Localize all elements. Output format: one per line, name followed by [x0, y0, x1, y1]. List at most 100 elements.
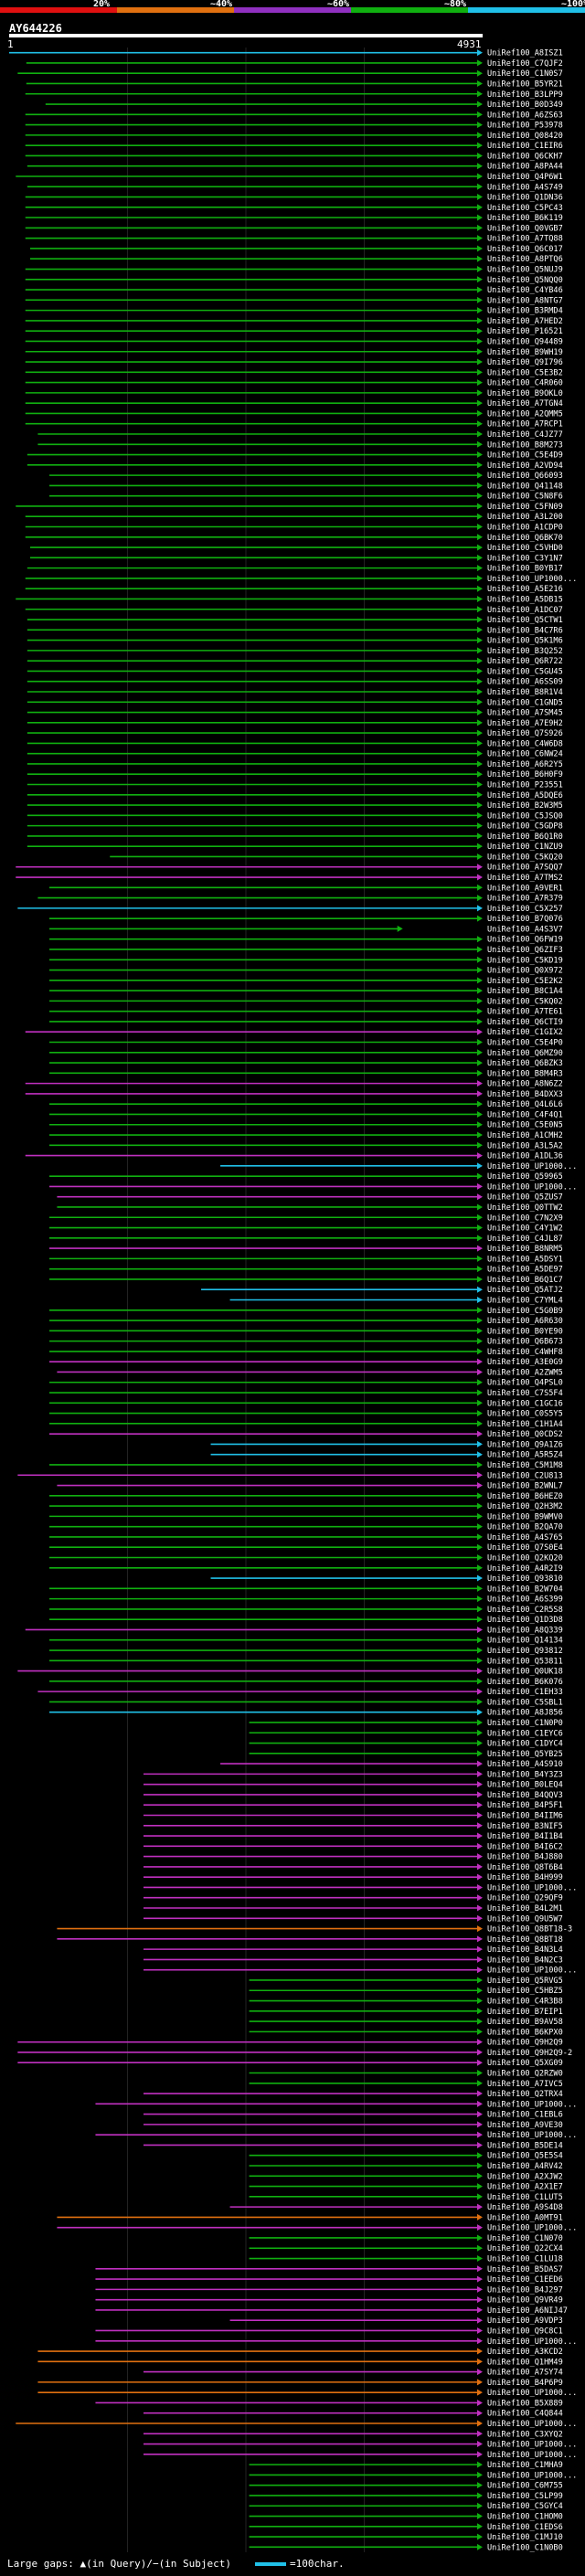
hit-label[interactable]: UniRef100_C5M1M8 [487, 1461, 563, 1470]
alignment-row[interactable]: UniRef100_A4S765 [49, 1533, 563, 1542]
hit-label[interactable]: UniRef100_C5HBZ5 [487, 1987, 563, 1996]
hit-label[interactable]: UniRef100_C1LUT5 [487, 2193, 563, 2202]
hit-label[interactable]: UniRef100_B2W704 [487, 1585, 563, 1594]
hit-label[interactable]: UniRef100_C4W6D8 [487, 739, 563, 748]
alignment-row[interactable]: UniRef100_Q59965 [49, 1172, 563, 1182]
alignment-row[interactable]: UniRef100_A8Q339 [25, 1626, 563, 1635]
hit-label[interactable]: UniRef100_B0YE90 [487, 1327, 563, 1336]
hit-label[interactable]: UniRef100_A4S3V7 [487, 925, 563, 934]
alignment-row[interactable]: UniRef100_A9VDP3 [229, 2316, 563, 2326]
alignment-row[interactable]: UniRef100_C5LP99 [249, 2492, 563, 2501]
alignment-row[interactable]: UniRef100_UP1000... [143, 2441, 577, 2450]
alignment-row[interactable]: UniRef100_C5FN09 [16, 503, 563, 512]
hit-label[interactable]: UniRef100_A3E0G9 [487, 1358, 563, 1367]
alignment-row[interactable]: UniRef100_C5G0B9 [49, 1307, 563, 1316]
alignment-row[interactable]: UniRef100_C5VHD0 [30, 544, 563, 553]
hit-label[interactable]: UniRef100_Q5NQQ0 [487, 276, 563, 285]
hit-label[interactable]: UniRef100_B5DAS7 [487, 2265, 563, 2274]
alignment-row[interactable]: UniRef100_C4R3B8 [249, 1998, 563, 2007]
alignment-row[interactable]: UniRef100_UP1000... [49, 1182, 577, 1192]
alignment-row[interactable]: UniRef100_C6NW24 [27, 750, 563, 759]
hit-label[interactable]: UniRef100_UP1000... [487, 2451, 577, 2460]
hit-label[interactable]: UniRef100_C7S5F4 [487, 1389, 563, 1398]
alignment-row[interactable]: UniRef100_B4I6C2 [143, 1842, 563, 1851]
alignment-row[interactable]: UniRef100_A2X1E7 [249, 2183, 563, 2192]
hit-label[interactable]: UniRef100_A8Q339 [487, 1626, 563, 1635]
hit-label[interactable]: UniRef100_B4DXX3 [487, 1090, 563, 1099]
hit-label[interactable]: UniRef100_A8PA44 [487, 163, 563, 172]
hit-label[interactable]: UniRef100_C5LP99 [487, 2492, 563, 2501]
hit-label[interactable]: UniRef100_B2WNL7 [487, 1482, 563, 1491]
alignment-row[interactable]: UniRef100_C5E3B2 [25, 368, 563, 377]
alignment-row[interactable]: UniRef100_C1NZU9 [27, 843, 563, 852]
alignment-row[interactable]: UniRef100_Q93812 [49, 1647, 563, 1656]
alignment-row[interactable]: UniRef100_A3KCD2 [37, 2348, 563, 2357]
hit-label[interactable]: UniRef100_C1H1A4 [487, 1420, 563, 1429]
alignment-row[interactable]: UniRef100_B6Q1C7 [49, 1276, 563, 1285]
hit-label[interactable]: UniRef100_Q6R722 [487, 657, 563, 666]
hit-label[interactable]: UniRef100_B4N3L4 [487, 1945, 563, 1955]
alignment-row[interactable]: UniRef100_C4Q844 [143, 2410, 563, 2419]
alignment-row[interactable]: UniRef100_C5SBL1 [49, 1698, 563, 1707]
alignment-row[interactable]: UniRef100_B3LPP9 [25, 90, 563, 100]
alignment-row[interactable]: UniRef100_C1LU18 [249, 2255, 563, 2264]
alignment-row[interactable]: UniRef100_Q5NQQ0 [25, 276, 563, 285]
hit-label[interactable]: UniRef100_A8J856 [487, 1709, 563, 1718]
alignment-row[interactable]: UniRef100_A7TMS2 [16, 874, 563, 883]
hit-label[interactable]: UniRef100_C4YB46 [487, 286, 563, 295]
alignment-row[interactable]: UniRef100_UP1000... [25, 575, 578, 584]
hit-label[interactable]: UniRef100_Q6FW19 [487, 936, 563, 945]
alignment-row[interactable]: UniRef100_C2U813 [17, 1471, 563, 1480]
hit-label[interactable]: UniRef100_UP1000... [487, 2224, 577, 2233]
hit-label[interactable]: UniRef100_Q5NUJ9 [487, 266, 563, 275]
alignment-row[interactable]: UniRef100_B8M273 [37, 440, 563, 450]
alignment-row[interactable]: UniRef100_A1CMH2 [49, 1131, 563, 1140]
alignment-row[interactable]: UniRef100_C5KQ02 [49, 997, 563, 1006]
hit-label[interactable]: UniRef100_C5GDP8 [487, 822, 563, 832]
hit-label[interactable]: UniRef100_A8NTG7 [487, 296, 563, 305]
alignment-row[interactable]: UniRef100_Q53811 [49, 1657, 563, 1666]
alignment-row[interactable]: UniRef100_C5JSQ0 [27, 811, 563, 821]
alignment-row[interactable]: UniRef100_C3Y1N7 [30, 554, 563, 563]
alignment-row[interactable]: UniRef100_Q9I796 [25, 358, 563, 367]
hit-label[interactable]: UniRef100_B6K119 [487, 214, 563, 223]
alignment-row[interactable]: UniRef100_C5GU45 [27, 667, 563, 676]
alignment-row[interactable]: UniRef100_B4L2M1 [143, 1904, 563, 1913]
alignment-row[interactable]: UniRef100_C1N0P0 [249, 1719, 563, 1728]
hit-label[interactable]: UniRef100_B3RMD4 [487, 307, 563, 316]
hit-label[interactable]: UniRef100_B4C7R6 [487, 626, 563, 635]
alignment-row[interactable]: UniRef100_B0YE90 [49, 1327, 563, 1336]
alignment-row[interactable]: UniRef100_C5KD19 [49, 956, 563, 965]
alignment-row[interactable]: UniRef100_C5N8F6 [49, 493, 563, 502]
alignment-row[interactable]: UniRef100_C5X257 [17, 905, 563, 914]
hit-label[interactable]: UniRef100_Q93812 [487, 1647, 563, 1656]
hit-label[interactable]: UniRef100_C1N0B0 [487, 2543, 563, 2552]
hit-label[interactable]: UniRef100_Q1HM49 [487, 2358, 563, 2367]
alignment-row[interactable]: UniRef100_B4H999 [143, 1873, 563, 1882]
hit-label[interactable]: UniRef100_A7SY74 [487, 2369, 563, 2378]
alignment-row[interactable]: UniRef100_Q7S0E4 [49, 1543, 563, 1553]
hit-label[interactable]: UniRef100_B4H999 [487, 1873, 563, 1882]
alignment-row[interactable]: UniRef100_C1EYC6 [249, 1729, 563, 1738]
alignment-row[interactable]: UniRef100_B4I1B4 [143, 1832, 563, 1841]
alignment-row[interactable]: UniRef100_B4C7R6 [27, 626, 563, 635]
hit-label[interactable]: UniRef100_Q6BK70 [487, 534, 563, 543]
hit-label[interactable]: UniRef100_C5VHD0 [487, 544, 563, 553]
hit-label[interactable]: UniRef100_A2ZWM5 [487, 1368, 563, 1377]
hit-label[interactable]: UniRef100_Q0X972 [487, 967, 563, 976]
alignment-row[interactable]: UniRef100_P23551 [27, 781, 563, 790]
alignment-row[interactable]: UniRef100_Q08420 [25, 132, 563, 141]
alignment-row[interactable]: UniRef100_C5GYC4 [249, 2502, 563, 2511]
alignment-row[interactable]: UniRef100_Q94489 [25, 337, 563, 346]
alignment-row[interactable]: UniRef100_C7YML4 [229, 1297, 563, 1306]
hit-label[interactable]: UniRef100_C7YML4 [487, 1297, 563, 1306]
alignment-row[interactable]: UniRef100_B3NIF5 [143, 1822, 563, 1831]
hit-label[interactable]: UniRef100_B0YB17 [487, 565, 563, 574]
alignment-row[interactable]: UniRef100_B3RMD4 [25, 307, 563, 316]
alignment-row[interactable]: UniRef100_C5GDP8 [27, 822, 563, 832]
hit-label[interactable]: UniRef100_B7EIP1 [487, 2008, 563, 2017]
alignment-row[interactable]: UniRef100_Q6BZK3 [49, 1059, 563, 1068]
hit-label[interactable]: UniRef100_Q2KQ20 [487, 1553, 563, 1563]
alignment-row[interactable]: UniRef100_B6HEZ0 [49, 1492, 563, 1501]
alignment-row[interactable]: UniRef100_A7SM45 [27, 709, 563, 718]
